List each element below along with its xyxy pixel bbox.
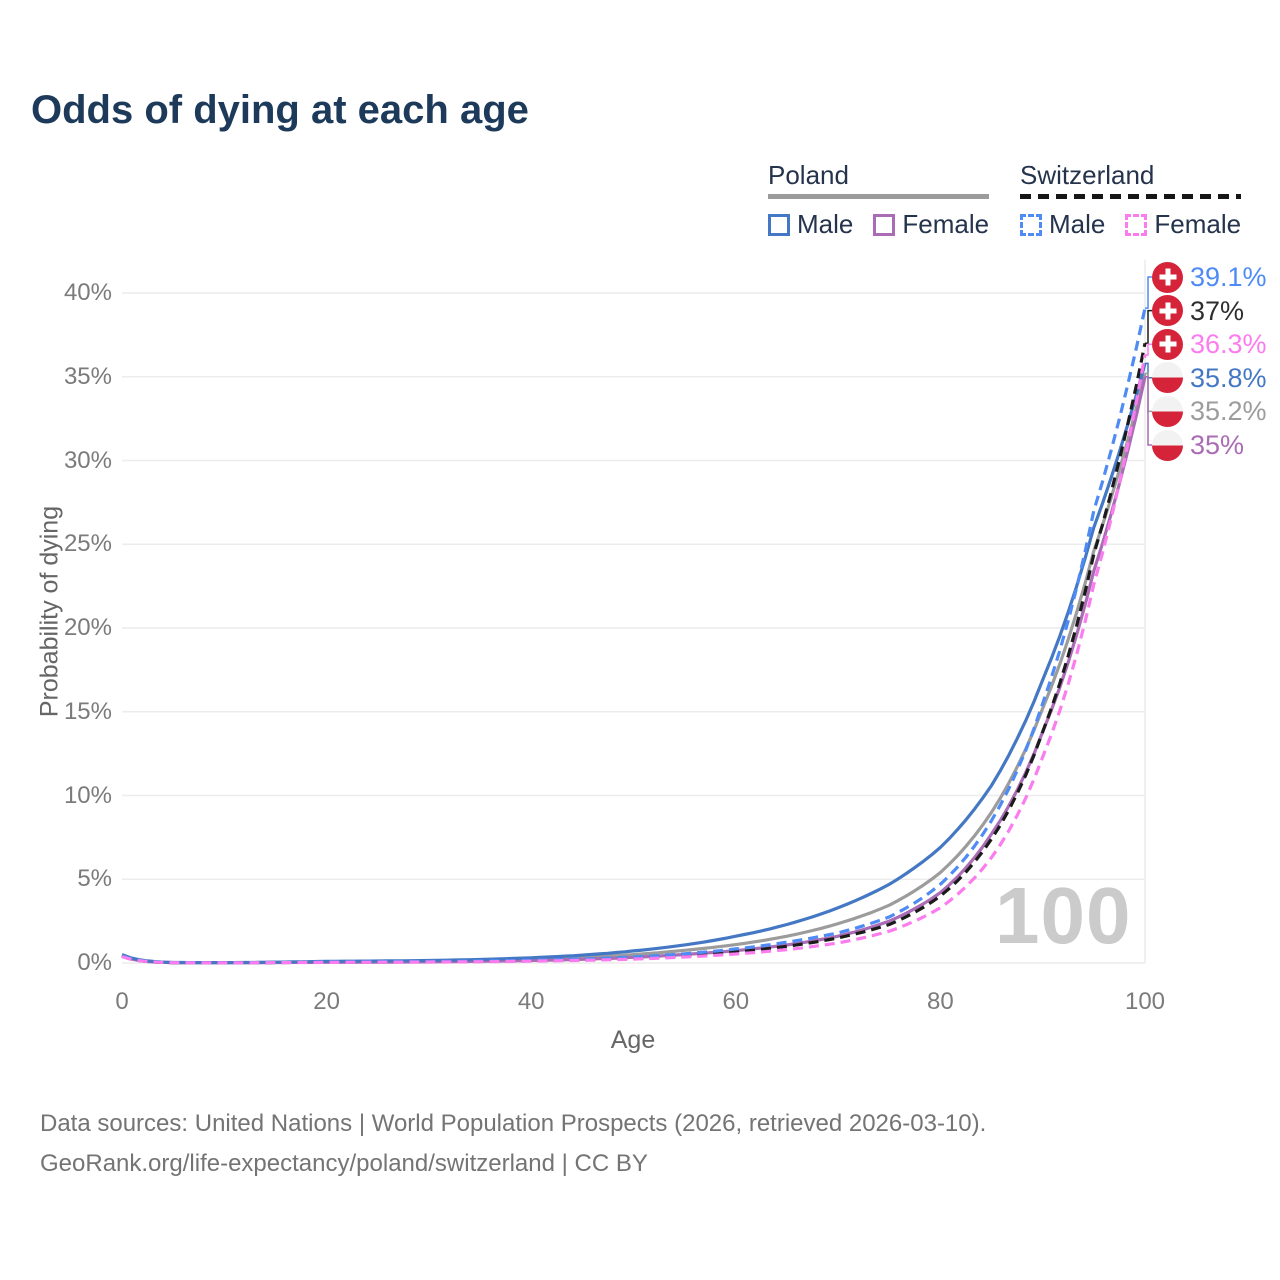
end-label-connector — [1145, 376, 1152, 446]
age-watermark: 100 — [995, 871, 1132, 960]
end-label-connector — [1145, 309, 1152, 345]
legend-country-poland[interactable]: Poland — [768, 160, 849, 190]
switzerland-underline-swatch — [1020, 194, 1242, 199]
switzerland-flag-icon — [1152, 295, 1183, 327]
x-tick-label: 0 — [115, 988, 129, 1015]
y-tick-label: 25% — [63, 530, 112, 558]
y-tick-label: 5% — [77, 865, 112, 893]
end-label-connector — [1145, 343, 1152, 356]
legend-item-poland-female[interactable]: Female — [873, 209, 989, 240]
legend-item-switzerland-female[interactable]: Female — [1125, 209, 1241, 240]
poland-female-swatch-icon — [873, 213, 896, 236]
x-tick-label: 20 — [313, 988, 340, 1015]
x-tick-label: 40 — [517, 988, 545, 1015]
end-label-value: 35.2% — [1190, 396, 1267, 427]
end-label-row: 35.2% — [1152, 395, 1267, 427]
switzerland-female-swatch-icon — [1125, 213, 1148, 236]
poland-male-swatch-icon — [768, 213, 790, 236]
y-tick-label: 30% — [63, 446, 112, 474]
end-label-value: 35% — [1190, 430, 1245, 460]
page-title: Odds of dying at each age — [31, 88, 529, 132]
y-tick-label: 20% — [63, 614, 112, 641]
series-line-switzerland-male — [121, 307, 1147, 965]
series-line-poland-total — [121, 373, 1147, 965]
legend-item-label: Female — [902, 209, 990, 239]
footer-data-sources: Data sources: United Nations | World Pop… — [40, 1110, 987, 1137]
x-tick-label: 80 — [927, 988, 954, 1015]
legend-item-label: Male — [797, 209, 854, 239]
x-tick-label: 60 — [722, 988, 750, 1015]
end-label-row: 36.3% — [1152, 328, 1267, 360]
y-tick-label: 0% — [77, 949, 112, 976]
end-label-value: 37% — [1190, 295, 1245, 326]
switzerland-flag-icon — [1152, 261, 1183, 293]
legend-group-poland: Poland Male Female — [768, 160, 990, 240]
y-tick-label: 40% — [63, 279, 112, 306]
end-label-value: 35.8% — [1190, 362, 1267, 393]
end-label-row: 39.1% — [1152, 261, 1267, 293]
poland-underline-swatch — [768, 194, 990, 199]
legend-item-label: Female — [1154, 209, 1242, 239]
x-axis-title: Age — [610, 1026, 656, 1054]
end-label-value: 36.3% — [1190, 329, 1267, 360]
series-line-poland-female — [121, 376, 1147, 965]
y-tick-label: 35% — [63, 362, 112, 390]
y-tick-label: 10% — [63, 781, 112, 809]
end-label-row: 35% — [1152, 429, 1244, 461]
footer: Data sources: United Nations | World Pop… — [40, 1104, 986, 1184]
poland-flag-icon — [1152, 362, 1183, 394]
poland-flag-icon — [1152, 395, 1183, 427]
switzerland-male-swatch-icon — [1020, 213, 1042, 236]
switzerland-flag-icon — [1152, 328, 1183, 360]
series-line-poland-male — [121, 362, 1147, 965]
legend-item-label: Male — [1049, 209, 1106, 239]
y-tick-label: 15% — [63, 697, 112, 725]
legend-item-poland-male[interactable]: Male — [768, 209, 853, 240]
end-label-value: 39.1% — [1190, 262, 1267, 292]
end-label-row: 35.8% — [1152, 362, 1267, 394]
footer-attribution-link: GeoRank.org/life-expectancy/poland/switz… — [40, 1150, 648, 1177]
legend-country-switzerland[interactable]: Switzerland — [1020, 160, 1155, 190]
end-label-row: 37% — [1152, 295, 1244, 327]
series-line-switzerland-total — [121, 342, 1147, 965]
legend-item-switzerland-male[interactable]: Male — [1020, 209, 1105, 240]
end-label-connector — [1145, 276, 1152, 309]
x-tick-label: 100 — [1124, 988, 1166, 1015]
poland-flag-icon — [1152, 429, 1183, 461]
series-line-switzerland-female — [121, 354, 1147, 965]
legend-group-switzerland: Switzerland Male Female — [1020, 160, 1242, 240]
end-label-connector — [1145, 362, 1152, 379]
